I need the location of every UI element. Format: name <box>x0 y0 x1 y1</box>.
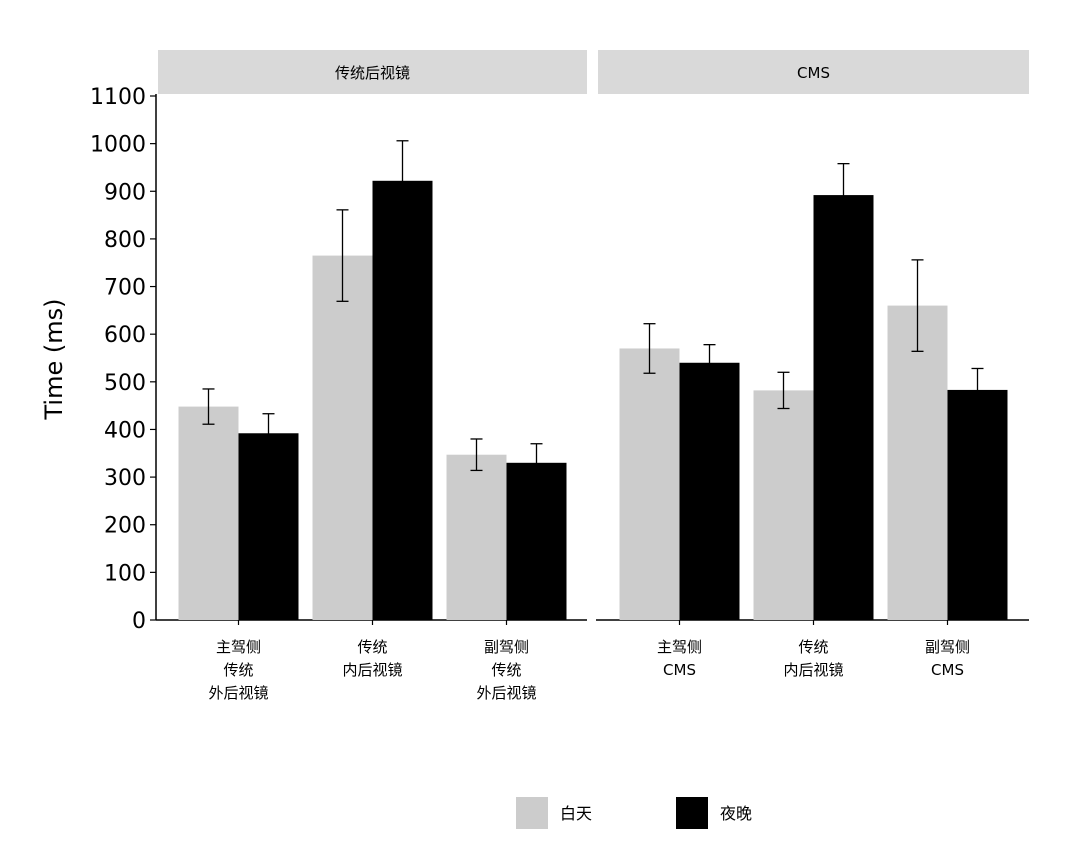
error-bar <box>643 323 656 374</box>
error-bar <box>837 162 850 228</box>
legend-label-2: 夜晚 <box>720 804 752 823</box>
bar-1-1-night <box>238 433 299 620</box>
error-bar <box>470 438 483 472</box>
bar-2-1-day <box>619 348 680 620</box>
bar-2-3-night <box>947 389 1008 620</box>
y-axis: 0 100 200 300 400 500 600 700 800 900 1000 1100 <box>90 85 157 634</box>
y-tick-label: 100 <box>104 561 146 586</box>
bar-1-3-night <box>506 462 567 620</box>
error-bar <box>396 140 409 222</box>
error-bar <box>911 259 924 352</box>
x-tick-label: 副驾侧 <box>925 638 970 656</box>
y-tick-label: 600 <box>104 323 146 348</box>
y-tick-label: 400 <box>104 418 146 443</box>
x-tick-label: 外后视镜 <box>476 684 536 702</box>
chart-panels: 传统后视镜主驾侧传统外后视镜传统内后视镜副驾侧传统外后视镜CMS主驾侧CMS传统… <box>156 50 1029 702</box>
x-tick-label: 传统 <box>357 638 387 656</box>
x-tick-label: 传统 <box>223 661 253 679</box>
bar-2-2-night <box>813 195 874 621</box>
panel-title: 传统后视镜 <box>335 64 410 82</box>
y-tick-label: 1100 <box>90 85 146 110</box>
x-tick-label: 副驾侧 <box>484 638 529 656</box>
x-tick-label: 传统 <box>798 638 828 656</box>
y-tick-label: 200 <box>104 514 146 539</box>
bar-2-3-day <box>887 305 948 620</box>
error-bar <box>777 371 790 410</box>
bar-2-2-day <box>753 390 814 620</box>
error-bar <box>530 443 543 483</box>
y-tick-label: 800 <box>104 228 146 253</box>
error-bar <box>336 209 349 302</box>
y-tick-label: 300 <box>104 466 146 491</box>
error-bar <box>262 413 275 454</box>
panel-strip <box>598 50 1029 94</box>
bar-2-1-night <box>679 362 740 620</box>
y-tick-label: 900 <box>104 180 146 205</box>
y-tick-label: 0 <box>132 609 146 634</box>
legend-swatch-2 <box>676 797 708 829</box>
x-tick-label: 主驾侧 <box>657 638 702 656</box>
error-bar <box>971 367 984 413</box>
error-bar <box>703 344 716 382</box>
panel-title: CMS <box>797 64 830 82</box>
x-tick-label: 传统 <box>491 661 521 679</box>
x-tick-label: 外后视镜 <box>208 684 268 702</box>
bar-1-1-day <box>178 406 239 620</box>
x-tick-label: 内后视镜 <box>783 661 843 679</box>
x-tick-label: 主驾侧 <box>216 638 261 656</box>
legend-label-1: 白天 <box>560 804 592 823</box>
legend-swatch-1 <box>516 797 548 829</box>
legend: 白天 夜晚 <box>516 797 752 829</box>
x-tick-label: 内后视镜 <box>342 661 402 679</box>
panel-strip <box>158 50 587 94</box>
bar-1-2-day <box>312 255 373 620</box>
y-tick-label: 500 <box>104 371 146 396</box>
x-tick-label: CMS <box>663 661 696 679</box>
y-axis-label: Time (ms) <box>40 299 68 421</box>
error-bar <box>202 388 215 425</box>
bar-1-2-night <box>372 180 433 620</box>
y-tick-label: 1000 <box>90 133 146 158</box>
x-tick-label: CMS <box>931 661 964 679</box>
y-tick-label: 700 <box>104 276 146 301</box>
bar-1-3-day <box>446 454 507 620</box>
